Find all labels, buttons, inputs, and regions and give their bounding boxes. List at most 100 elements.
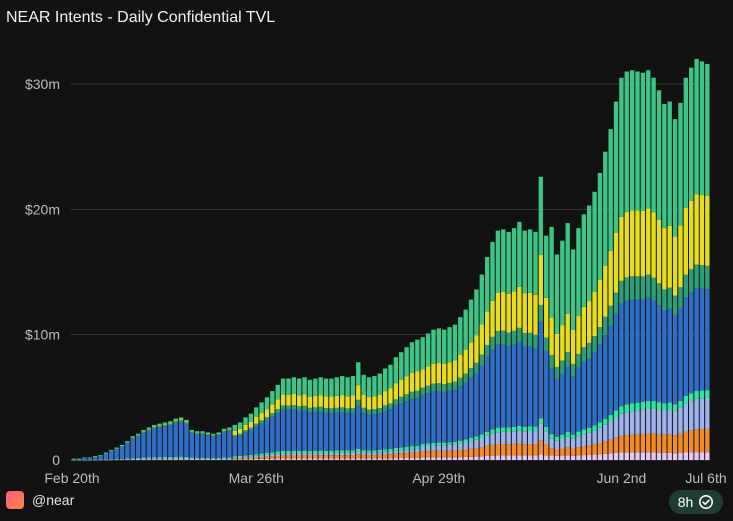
bar-segment [678, 308, 683, 401]
bar-segment [629, 210, 635, 277]
bar-segment [646, 452, 651, 460]
bar-segment [259, 455, 264, 457]
bar-segment [297, 450, 302, 454]
bar-segment [366, 397, 372, 410]
bar-segment [211, 434, 216, 436]
bar-segment [420, 394, 425, 445]
bar-segment [538, 418, 544, 424]
bar-segment [581, 429, 586, 435]
bar-segment [393, 458, 399, 460]
bar-segment [646, 297, 651, 401]
bar-segment [307, 455, 313, 459]
bar-segment [323, 378, 329, 397]
bar-segment [436, 383, 442, 392]
bar-segment [270, 416, 275, 453]
bar-segment [135, 458, 141, 460]
bar-segment [195, 458, 200, 460]
bar-segment [184, 459, 189, 460]
bar-segment [329, 408, 334, 413]
bar-segment [415, 445, 420, 450]
bar-segment [592, 444, 597, 455]
bar-segment [345, 413, 350, 451]
bar-segment [479, 274, 484, 325]
bar-segment [318, 406, 323, 412]
bar-segment [409, 342, 415, 373]
bar-segment [297, 410, 302, 451]
bar-segment [683, 431, 689, 453]
bar-segment [329, 412, 334, 451]
bar-segment [409, 452, 415, 458]
bar-segment [527, 332, 533, 347]
bar-segment [683, 274, 689, 298]
bar-segment [382, 405, 388, 411]
author-block[interactable]: @near [6, 491, 74, 509]
bar-segment [232, 435, 237, 437]
bar-segment [130, 458, 135, 459]
bar-segment [527, 455, 533, 460]
bar-segment [313, 455, 318, 459]
bar-segment [646, 208, 651, 275]
bar-segment [495, 455, 501, 460]
bar-segment [640, 434, 646, 453]
bar-segment [554, 334, 560, 368]
bar-segment [436, 328, 442, 363]
bar-segment [468, 441, 474, 449]
bar-segment [243, 424, 248, 431]
bar-segment [501, 443, 506, 456]
bar-segment [527, 430, 533, 444]
bar-segment [635, 402, 640, 411]
bar-segment [533, 455, 538, 460]
bar-segment [243, 417, 248, 425]
bar-segment [237, 458, 243, 460]
bar-segment [399, 458, 404, 460]
verified-badge[interactable]: 8h [669, 490, 723, 514]
bar-segment [366, 414, 372, 451]
bar-segment [248, 456, 254, 458]
bar-segment [237, 435, 243, 456]
bar-segment [635, 299, 640, 403]
bar-segment [162, 426, 168, 457]
bar-segment [297, 378, 302, 396]
bar-segment [538, 176, 544, 255]
bar-segment [130, 438, 135, 459]
bar-segment [527, 292, 533, 333]
bar-segment [619, 280, 624, 304]
bar-segment [205, 458, 211, 460]
bar-segment [399, 352, 404, 380]
bar-segment [157, 427, 162, 458]
bar-segment [544, 337, 549, 351]
bar-segment [640, 276, 646, 300]
bar-segment [302, 450, 307, 454]
bar-segment [388, 364, 393, 389]
bar-segment [221, 459, 227, 460]
bar-segment [452, 441, 458, 445]
bar-segment [544, 444, 549, 456]
author-name[interactable]: @near [32, 492, 75, 508]
bar-segment [667, 402, 672, 410]
bar-segment [323, 407, 329, 413]
bar-segment [345, 396, 350, 409]
bar-segment [302, 455, 307, 459]
bar-segment [678, 225, 683, 288]
bar-segment [189, 458, 194, 460]
bar-segment [479, 354, 484, 366]
bar-segment [640, 299, 646, 403]
bar-segment [576, 447, 581, 456]
bar-segment [699, 61, 705, 196]
bar-segment [216, 457, 221, 459]
bar-segment [635, 210, 640, 277]
bar-segment [597, 172, 603, 280]
bar-segment [635, 434, 640, 453]
bar-segment [484, 311, 490, 345]
bar-segment [511, 443, 517, 456]
bar-segment [511, 228, 517, 292]
bar-segment [592, 291, 597, 337]
bar-segment [597, 279, 603, 328]
bar-segment [243, 457, 248, 460]
bar-segment [458, 317, 463, 356]
bar-segment [522, 444, 527, 456]
bar-segment [152, 426, 157, 428]
bar-segment [613, 232, 619, 293]
bar-segment [275, 413, 280, 452]
bar-segment [307, 407, 313, 413]
